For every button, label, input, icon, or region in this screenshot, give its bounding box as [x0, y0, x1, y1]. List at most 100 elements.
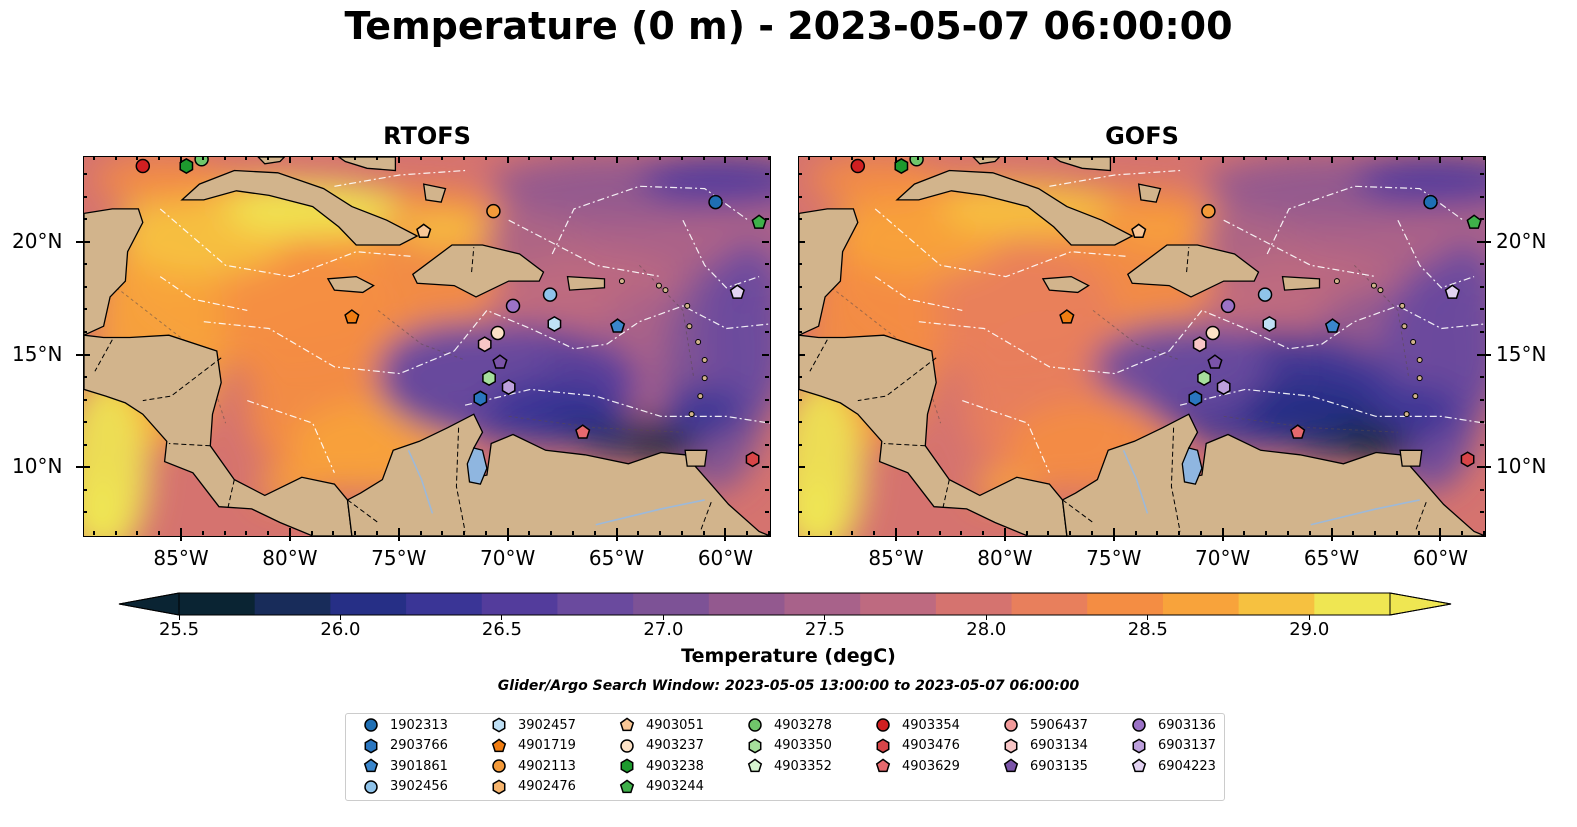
y-minor-tick — [765, 285, 769, 288]
y-major-tick — [798, 240, 805, 243]
legend-entry: 3901861 — [363, 756, 448, 776]
legend: 1902313 2903766 3901861 3902456 3902457 49017… — [345, 713, 1225, 801]
colorbar-segment — [481, 593, 558, 615]
y-major-tick — [1477, 240, 1484, 243]
float-6903134 — [477, 336, 492, 353]
y-outer-tick — [76, 353, 83, 356]
x-minor-tick — [1287, 531, 1289, 535]
y-minor-tick — [83, 195, 87, 198]
x-major-tick — [397, 528, 400, 535]
colorbar-tick-label: 25.5 — [158, 619, 200, 640]
legend-label: 6904223 — [1158, 758, 1216, 774]
y-minor-tick — [798, 421, 802, 424]
legend-hexagon-icon — [492, 717, 506, 733]
x-minor-tick — [1199, 531, 1202, 535]
y-minor-tick — [798, 173, 802, 176]
legend-pentagon-icon — [619, 717, 635, 732]
map-panel-rtofs[interactable] — [83, 156, 771, 537]
x-minor-tick — [92, 156, 95, 160]
x-minor-tick — [680, 531, 683, 535]
x-minor-tick — [1047, 156, 1050, 160]
x-major-tick — [1221, 528, 1224, 535]
x-major-tick — [288, 528, 291, 535]
x-minor-tick — [807, 531, 810, 535]
y-minor-tick — [83, 285, 87, 288]
legend-pentagon-icon — [363, 758, 379, 773]
x-tick-label: 85°W — [868, 546, 924, 570]
legend-label: 3902456 — [390, 779, 448, 794]
legend-entry: 4903352 — [747, 756, 832, 776]
land-southam — [1061, 413, 1485, 536]
float-6904223 — [729, 284, 745, 299]
legend-entry: 4903051 — [619, 715, 704, 735]
y-major-tick — [798, 466, 805, 469]
legend-label: 4903352 — [774, 758, 832, 774]
x-outer-tick — [1003, 535, 1006, 541]
x-major-tick — [1221, 156, 1224, 163]
colorbar-tick — [1308, 615, 1310, 620]
x-minor-tick — [484, 531, 487, 535]
legend-pentagon-icon — [619, 778, 635, 793]
map-panel-gofs[interactable] — [798, 156, 1486, 537]
x-outer-tick — [1439, 535, 1442, 541]
y-minor-tick — [765, 218, 769, 221]
x-minor-tick — [851, 156, 854, 160]
float-4903051 — [416, 223, 432, 238]
y-minor-tick — [1480, 443, 1484, 446]
legend-circle-icon — [1132, 718, 1146, 732]
x-major-tick — [724, 156, 727, 163]
legend-label: 4903237 — [646, 738, 704, 753]
y-major-tick — [83, 353, 90, 356]
x-minor-tick — [1069, 531, 1072, 535]
y-minor-tick — [798, 398, 802, 401]
x-major-tick — [1330, 156, 1333, 163]
colorbar-segment — [406, 593, 483, 615]
colorbar-segment — [1314, 593, 1391, 615]
legend-entry: 4903350 — [747, 736, 832, 756]
colorbar-tick — [662, 615, 664, 620]
float-2903766 — [473, 390, 488, 407]
y-major-tick — [762, 466, 769, 469]
land-hispaniola — [411, 244, 545, 298]
y-major-tick — [83, 466, 90, 469]
x-major-tick — [895, 156, 897, 163]
x-minor-tick — [829, 156, 832, 160]
y-tick-label: 20°N — [1496, 228, 1547, 253]
float-4903244 — [751, 214, 767, 229]
x-minor-tick — [550, 531, 553, 535]
land-bahamas2 — [422, 183, 447, 203]
x-minor-tick — [332, 156, 335, 160]
x-minor-tick — [746, 531, 749, 535]
legend-label: 2903766 — [390, 738, 448, 753]
float-markers — [135, 157, 767, 468]
y-minor-tick — [798, 285, 802, 288]
y-minor-tick — [765, 195, 769, 198]
x-minor-tick — [1091, 156, 1093, 160]
x-major-tick — [506, 156, 509, 163]
temperature-field — [84, 157, 770, 536]
x-minor-tick — [746, 156, 749, 160]
y-outer-tick — [1484, 466, 1491, 469]
x-minor-tick — [1461, 531, 1464, 535]
legend-entry: 3902456 — [363, 777, 448, 797]
x-minor-tick — [201, 156, 204, 160]
y-major-tick — [762, 240, 769, 243]
legend-entry: 4903238 — [619, 756, 704, 776]
x-minor-tick — [223, 531, 226, 535]
x-outer-tick — [288, 535, 291, 541]
colorbar-label: Temperature (degC) — [681, 645, 896, 667]
land-jamaica — [326, 275, 375, 294]
y-minor-tick — [1480, 308, 1484, 311]
x-minor-tick — [1352, 531, 1355, 535]
x-minor-tick — [1308, 156, 1311, 160]
legend-entry: 4903476 — [875, 736, 960, 756]
panel-title-rtofs: RTOFS — [383, 122, 471, 150]
y-minor-tick — [83, 511, 87, 514]
colorbar-tick-label: 27.0 — [643, 619, 684, 640]
land-masses — [799, 157, 1485, 536]
y-minor-tick — [83, 398, 87, 401]
float-4902113 — [1201, 203, 1216, 219]
x-major-tick — [506, 528, 509, 535]
x-tick-label: 60°W — [697, 546, 754, 570]
float-6903136 — [1220, 298, 1236, 314]
